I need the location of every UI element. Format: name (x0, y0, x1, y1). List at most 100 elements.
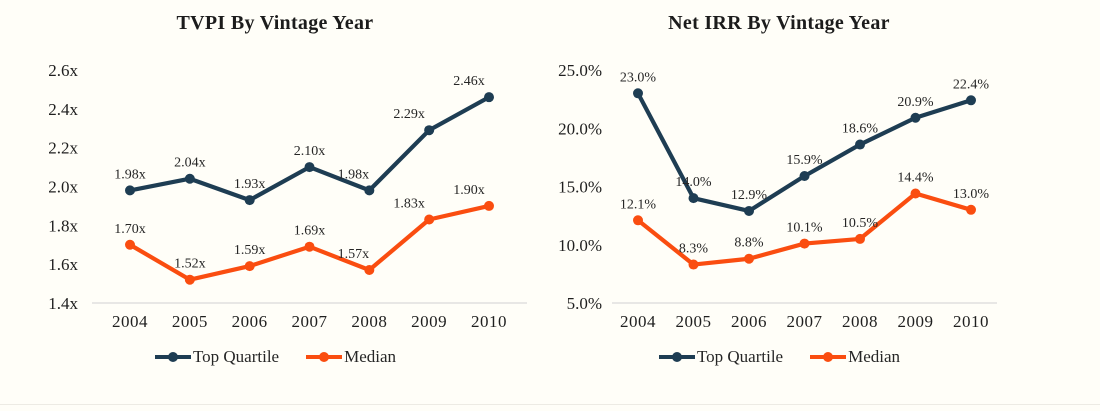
bottom-divider (0, 404, 1100, 405)
data-point-median (966, 204, 976, 215)
top-quartile-line-marker-icon (658, 351, 696, 363)
x-axis-tick-label: 2009 (898, 312, 934, 331)
y-axis-tick-label: 5.0% (567, 294, 602, 313)
y-axis-tick-label: 2.6x (48, 61, 78, 80)
x-axis-tick-label: 2009 (411, 312, 447, 331)
data-point-label: 1.52x (174, 257, 206, 272)
data-point-top-quartile (304, 162, 315, 173)
x-axis-tick-label: 2005 (172, 312, 208, 331)
data-point-label: 2.29x (393, 107, 425, 122)
data-point-median (484, 200, 494, 211)
data-point-label: 1.90x (453, 183, 485, 198)
y-axis-tick-label: 1.4x (48, 294, 78, 313)
data-point-median (364, 264, 375, 275)
data-point-label: 14.4% (897, 170, 934, 185)
data-point-top-quartile (966, 95, 976, 106)
data-point-label: 1.70x (114, 222, 146, 237)
tvpi-chart-panel: TVPI By Vintage Year 1.4x 1.6x 1.8x 2.0x 2.2… (0, 12, 550, 367)
data-point-label: 2.04x (174, 156, 206, 171)
data-point-top-quartile (125, 185, 135, 196)
median-line-marker-icon (809, 351, 847, 363)
data-point-label: 2.46x (453, 74, 485, 89)
y-axis-tick-label: 2.0x (48, 178, 78, 197)
data-point-label: 14.0% (675, 175, 712, 190)
y-axis-tick-label: 15.0% (558, 178, 602, 197)
data-point-top-quartile (744, 205, 754, 216)
data-point-label: 23.0% (620, 70, 657, 85)
legend-label-median: Median (848, 347, 901, 366)
data-point-label: 13.0% (953, 187, 990, 202)
legend-item-median: Median (305, 347, 396, 367)
data-point-label: 2.10x (294, 144, 326, 159)
data-point-top-quartile (484, 92, 494, 103)
tvpi-chart-canvas: 1.4x 1.6x 1.8x 2.0x 2.2x 2.4x 2.6x 2004 2005 2006… (48, 61, 527, 331)
y-axis-tick-label: 1.8x (48, 216, 78, 235)
data-point-label: 1.83x (393, 197, 425, 212)
x-axis-tick-label: 2004 (620, 312, 656, 331)
data-point-top-quartile (910, 112, 921, 123)
net-irr-chart-canvas: 5.0% 10.0% 15.0% 20.0% 25.0% 2004 2005 2006 2007… (558, 61, 997, 331)
data-point-label: 22.4% (953, 77, 990, 92)
data-point-label: 12.1% (620, 197, 657, 212)
data-point-top-quartile (688, 193, 699, 204)
data-point-label: 10.5% (842, 216, 879, 231)
legend-item-top-quartile: Top Quartile (658, 347, 783, 367)
x-axis-tick-label: 2006 (232, 312, 268, 331)
data-point-label: 10.1% (786, 221, 823, 236)
data-point-label: 20.9% (897, 95, 934, 110)
data-point-label: 18.6% (842, 122, 879, 137)
data-point-median (424, 214, 435, 225)
data-point-label: 1.59x (234, 243, 266, 258)
top-quartile-line-marker-icon (154, 351, 192, 363)
y-axis-tick-label: 20.0% (558, 119, 602, 138)
y-axis-tick-label: 2.2x (48, 139, 78, 158)
data-point-median (799, 238, 810, 249)
data-point-median (910, 188, 921, 199)
data-point-median (304, 241, 315, 252)
data-point-label: 1.69x (294, 224, 326, 239)
tvpi-legend: Top Quartile Median (0, 347, 550, 367)
legend-item-top-quartile: Top Quartile (154, 347, 279, 367)
data-point-label: 1.98x (114, 167, 146, 182)
x-axis-tick-label: 2005 (676, 312, 712, 331)
net-irr-legend: Top Quartile Median (504, 347, 1054, 367)
legend-item-median: Median (809, 347, 900, 367)
data-point-top-quartile (244, 195, 255, 206)
data-point-top-quartile (364, 185, 375, 196)
data-point-median (244, 261, 255, 272)
legend-label-top-quartile: Top Quartile (696, 347, 784, 366)
data-point-median (688, 259, 699, 270)
x-axis-tick-label: 2004 (112, 312, 148, 331)
y-axis-tick-label: 10.0% (558, 236, 602, 255)
data-point-top-quartile (799, 171, 810, 182)
x-axis-tick-label: 2008 (351, 312, 387, 331)
data-point-label: 15.9% (786, 153, 823, 168)
data-point-top-quartile (855, 139, 865, 150)
data-point-median (125, 239, 135, 250)
y-axis-tick-label: 25.0% (558, 61, 602, 80)
data-point-top-quartile (184, 173, 195, 184)
legend-label-top-quartile: Top Quartile (192, 347, 280, 366)
data-point-label: 8.8% (734, 236, 764, 251)
x-axis-tick-label: 2010 (953, 312, 989, 331)
legend-label-median: Median (344, 347, 397, 366)
tvpi-chart-title: TVPI By Vintage Year (176, 12, 374, 34)
data-point-median (744, 253, 754, 264)
y-axis-tick-label: 2.4x (48, 100, 78, 119)
data-point-label: 1.98x (338, 167, 370, 182)
median-line-marker-icon (305, 351, 343, 363)
data-point-label: 8.3% (679, 242, 709, 257)
x-axis-tick-label: 2006 (731, 312, 767, 331)
y-axis-tick-label: 1.6x (48, 255, 78, 274)
x-axis-tick-label: 2007 (787, 312, 823, 331)
data-point-label: 12.9% (731, 188, 768, 203)
data-point-median (633, 215, 643, 226)
x-axis-tick-label: 2008 (842, 312, 878, 331)
data-point-label: 1.57x (338, 247, 370, 262)
data-point-top-quartile (424, 125, 435, 136)
net-irr-chart-panel: Net IRR By Vintage Year 5.0% 10.0% 15.0% 20… (550, 0, 1100, 411)
x-axis-tick-label: 2007 (292, 312, 328, 331)
x-axis-tick-label: 2010 (471, 312, 507, 331)
data-point-top-quartile (633, 88, 643, 99)
